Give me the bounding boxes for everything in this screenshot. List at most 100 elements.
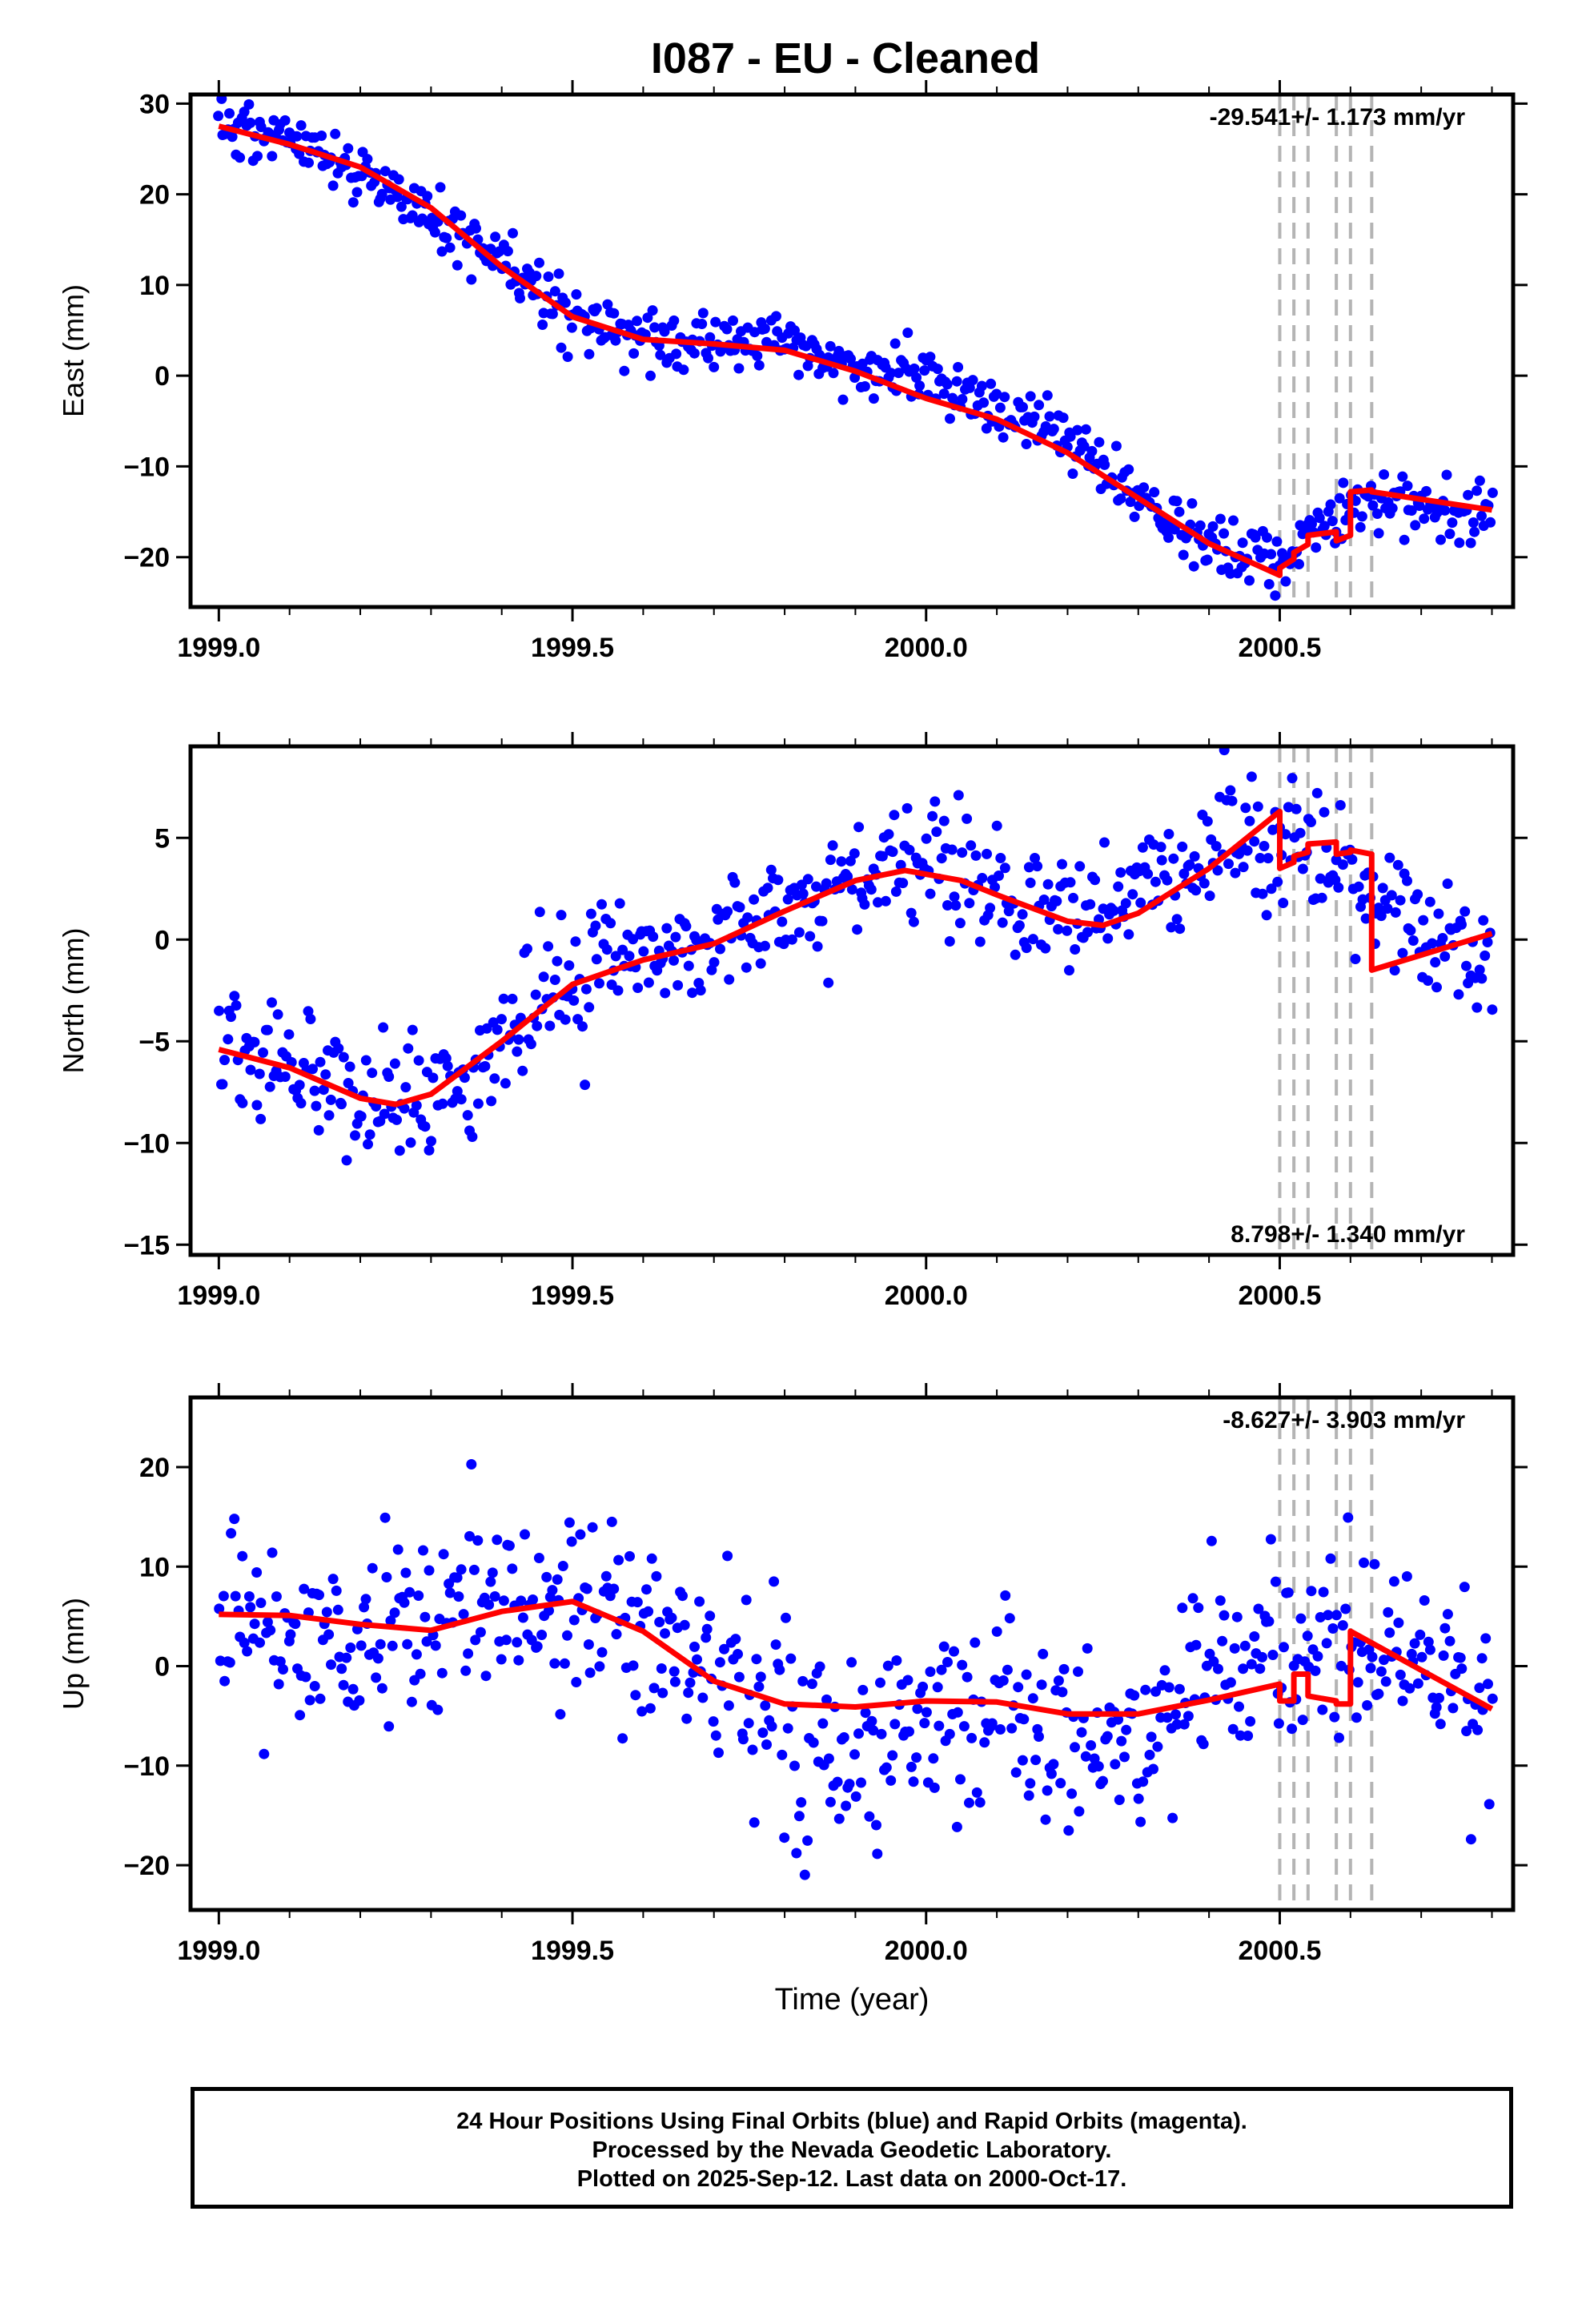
- data-point: [669, 1666, 680, 1677]
- data-point: [1271, 536, 1283, 547]
- data-point: [1325, 1553, 1336, 1564]
- data-point: [1421, 485, 1431, 497]
- data-point: [1188, 561, 1199, 572]
- data-point: [420, 1121, 431, 1132]
- data-point: [338, 1679, 349, 1691]
- data-point: [314, 1590, 324, 1601]
- data-point: [1387, 503, 1398, 514]
- data-point: [1193, 1602, 1204, 1614]
- data-point: [264, 1081, 275, 1092]
- data-point: [594, 978, 604, 989]
- up-panel: 1999.0 1999.5 2000.0 2000.5 20 10 0 −10 −20 Up (m…: [57, 1383, 1528, 2016]
- data-point: [452, 1086, 463, 1097]
- data-point: [614, 898, 625, 909]
- data-point: [406, 1696, 417, 1707]
- data-point: [705, 1610, 716, 1622]
- data-point: [239, 1637, 250, 1648]
- data-point: [723, 1700, 734, 1711]
- data-point: [1231, 1611, 1243, 1622]
- data-point: [660, 987, 671, 999]
- data-point: [1215, 1595, 1226, 1606]
- data-point: [719, 1643, 729, 1655]
- data-point: [323, 1629, 335, 1640]
- data-point: [1351, 1712, 1362, 1723]
- data-point: [591, 303, 602, 314]
- data-point: [543, 271, 554, 282]
- data-point: [1459, 1582, 1470, 1593]
- data-point: [1461, 960, 1472, 971]
- data-point: [1447, 1703, 1459, 1714]
- data-point: [657, 1687, 669, 1699]
- data-point: [724, 974, 735, 985]
- data-point: [1074, 1806, 1085, 1817]
- data-point: [821, 1694, 832, 1705]
- data-point: [970, 1637, 981, 1648]
- data-point: [770, 1639, 781, 1651]
- data-point: [591, 954, 602, 965]
- data-point: [360, 1055, 371, 1066]
- data-point: [255, 122, 267, 132]
- data-point: [338, 1051, 349, 1063]
- data-point: [318, 1084, 329, 1096]
- data-point: [245, 117, 256, 128]
- data-point: [1243, 1731, 1254, 1741]
- data-point: [881, 1762, 892, 1773]
- data-point: [1187, 1593, 1199, 1604]
- data-point: [1199, 878, 1210, 889]
- data-point: [806, 1679, 817, 1690]
- data-point: [1244, 815, 1255, 826]
- data-point: [1373, 528, 1384, 539]
- data-point: [375, 1638, 386, 1650]
- data-point: [1174, 923, 1186, 935]
- data-point: [229, 1514, 240, 1525]
- data-point: [1227, 1723, 1239, 1735]
- data-point: [769, 1576, 780, 1587]
- data-point: [556, 342, 567, 353]
- data-point: [562, 352, 573, 362]
- data-point: [396, 201, 407, 212]
- data-point: [671, 348, 682, 360]
- data-point: [833, 1813, 845, 1824]
- data-point: [860, 1707, 871, 1719]
- data-point: [793, 369, 805, 380]
- data-point: [1034, 1731, 1044, 1742]
- data-point: [601, 944, 612, 955]
- data-point: [1002, 1664, 1013, 1675]
- data-point: [868, 1725, 879, 1736]
- data-point: [853, 1728, 864, 1739]
- data-point: [1261, 910, 1272, 921]
- data-point: [534, 257, 544, 268]
- data-point: [432, 1704, 444, 1715]
- data-point: [356, 171, 367, 182]
- data-point: [670, 931, 681, 943]
- data-point: [1382, 903, 1393, 914]
- data-point: [1055, 1778, 1066, 1789]
- data-point: [426, 1136, 436, 1147]
- data-point: [254, 1068, 265, 1080]
- data-point: [938, 1641, 950, 1652]
- data-point: [262, 1617, 273, 1627]
- y-tick-label: 20: [139, 180, 170, 211]
- data-point: [489, 1591, 500, 1602]
- data-point: [982, 848, 992, 859]
- data-point: [1347, 854, 1358, 865]
- data-point: [998, 432, 1009, 443]
- data-point: [1025, 1778, 1036, 1789]
- data-point: [1319, 521, 1330, 532]
- data-point: [1386, 890, 1397, 901]
- data-point: [1444, 529, 1456, 540]
- data-point: [1401, 1571, 1412, 1582]
- data-point: [575, 1529, 586, 1540]
- data-point: [678, 364, 689, 376]
- data-point: [1110, 440, 1122, 452]
- data-point: [272, 1009, 283, 1020]
- data-point: [793, 1811, 805, 1822]
- data-point: [1287, 1723, 1298, 1735]
- data-point: [1082, 927, 1093, 938]
- data-point: [1178, 549, 1189, 561]
- data-point: [1038, 895, 1050, 905]
- data-point: [243, 99, 255, 110]
- data-point: [1283, 802, 1294, 813]
- data-point: [1379, 469, 1390, 480]
- data-point: [904, 844, 915, 855]
